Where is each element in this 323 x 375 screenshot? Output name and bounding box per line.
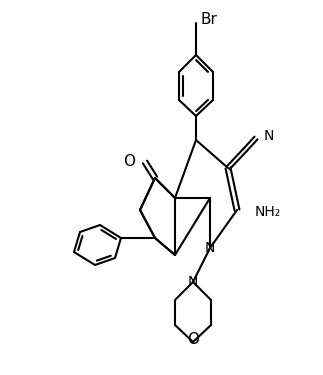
Text: N: N xyxy=(188,275,198,289)
Text: N: N xyxy=(264,129,274,143)
Text: NH₂: NH₂ xyxy=(255,205,281,219)
Text: O: O xyxy=(187,332,199,346)
Text: N: N xyxy=(205,241,215,255)
Text: Br: Br xyxy=(201,12,218,27)
Text: O: O xyxy=(123,154,135,170)
